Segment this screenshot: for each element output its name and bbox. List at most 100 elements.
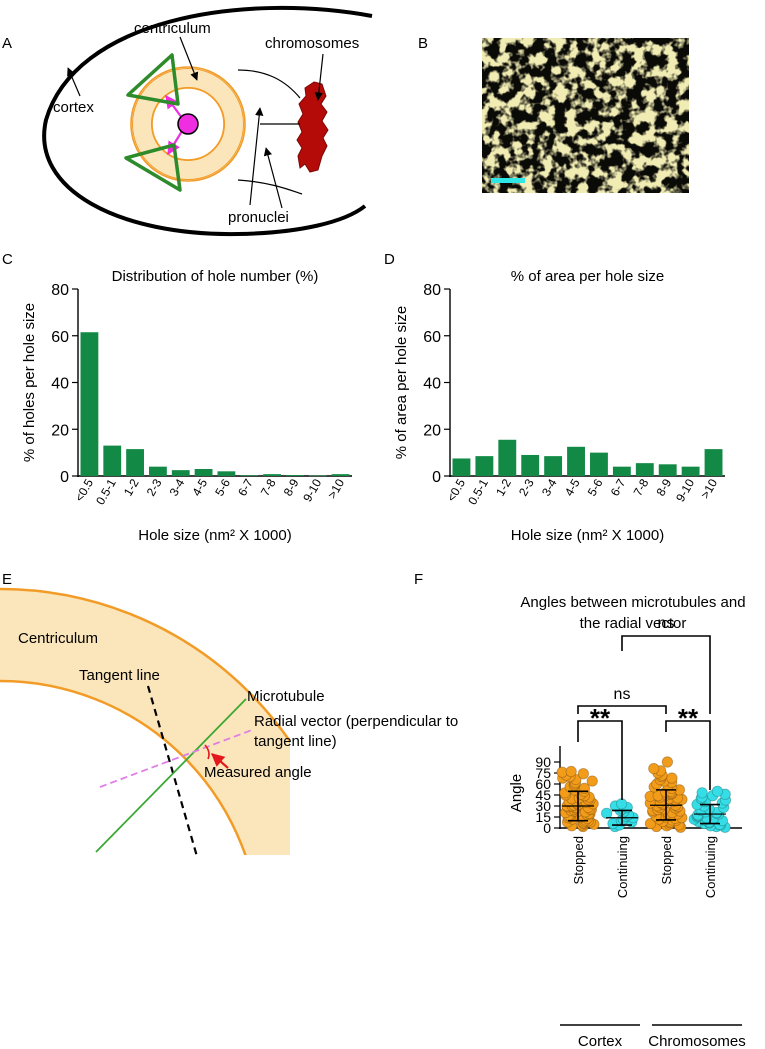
centriculum-inner-edge — [0, 679, 247, 855]
arrow-pronuclei-2 — [263, 147, 283, 209]
label-measured: Measured angle — [204, 764, 312, 781]
data-point — [616, 798, 628, 810]
panel-b-letter: B — [418, 35, 428, 52]
y-tick-label: 0 — [60, 469, 69, 486]
y-tick-label: 60 — [423, 329, 441, 346]
panel-f-letter: F — [414, 571, 423, 588]
label-radial-1: Radial vector (perpendicular to — [254, 713, 458, 730]
centriculum-ring-edge-inner — [151, 87, 225, 161]
y-tick-label: 30 — [535, 798, 551, 814]
y-tick-label: 80 — [423, 282, 441, 299]
y-tick-label: 40 — [423, 376, 441, 393]
panel-a-letter: A — [2, 35, 12, 52]
pronucleus-upper-outline — [237, 69, 301, 99]
panel-d-letter: D — [384, 251, 395, 268]
y-tick-label: 20 — [51, 422, 69, 439]
sig-bracket-stopped — [577, 705, 667, 714]
x-tick-label: 3-4 — [539, 476, 560, 498]
label-pronuclei-a: pronuclei — [228, 209, 289, 226]
centriculum-ring-fill — [133, 69, 243, 179]
label-tangent: Tangent line — [79, 667, 160, 684]
chart-title: % of area per hole size — [511, 268, 664, 285]
y-tick-label: 0 — [432, 469, 441, 486]
centrosome-center — [177, 113, 199, 135]
x-tick-label: 8-9 — [281, 476, 302, 498]
centriculum-ring-edge-outer — [130, 66, 246, 182]
x-tick-label: 3-4 — [167, 476, 188, 498]
bar — [452, 458, 471, 476]
y-tick-label: 45 — [535, 787, 551, 803]
x-tick-label: Stopped — [571, 836, 586, 884]
y-tick-label: 15 — [535, 809, 551, 825]
y-tick-label: 20 — [423, 422, 441, 439]
data-point — [648, 762, 660, 775]
chart-title: Distribution of hole number (%) — [112, 268, 319, 285]
x-axis-title: Hole size (nm² X 1000) — [511, 527, 664, 544]
chromosomes-shape — [296, 81, 329, 173]
data-point — [586, 775, 598, 787]
bar — [286, 475, 304, 476]
x-tick-label: 9-10 — [673, 476, 697, 504]
measured-angle-arrow — [211, 753, 229, 769]
bar — [263, 474, 281, 476]
label-microtubule: Microtubule — [247, 688, 325, 705]
y-axis-title: Angle — [508, 774, 525, 812]
y-tick-label: 90 — [535, 754, 551, 770]
label-radial-2: tangent line) — [254, 733, 337, 750]
bar — [498, 439, 517, 476]
arrow-centriculum-a — [179, 36, 199, 81]
bar — [544, 456, 563, 476]
sig-bracket-stopped-label: ns — [614, 686, 631, 703]
x-tick-label: >10 — [325, 476, 347, 501]
y-tick-label: 40 — [51, 376, 69, 393]
arrow-chromosomes-a — [314, 53, 324, 101]
data-point — [565, 765, 577, 778]
arrow-cortex-a — [67, 67, 81, 97]
panel-c-letter: C — [2, 251, 13, 268]
x-tick-label: 0.5-1 — [93, 476, 119, 507]
centriculum-band — [0, 589, 290, 855]
x-tick-label: 2-3 — [516, 476, 537, 498]
x-tick-label: 6-7 — [235, 476, 256, 498]
x-tick-label: Continuing — [615, 836, 630, 898]
data-point — [661, 756, 673, 768]
x-tick-label: 4-5 — [562, 476, 583, 498]
group-label: Chromosomes — [648, 1033, 746, 1049]
x-tick-label: 8-9 — [654, 476, 675, 498]
bar — [612, 466, 631, 476]
y-tick-label: 60 — [51, 329, 69, 346]
centrosome-arrow-up — [165, 94, 183, 119]
panel-d: D % of area per hole size020406080<0.50.… — [384, 251, 725, 544]
x-axis-title: Hole size (nm² X 1000) — [138, 527, 291, 544]
bar — [194, 468, 213, 476]
panel-b: B — [418, 35, 689, 193]
y-tick-label: 60 — [535, 776, 551, 792]
y-tick-label: 80 — [51, 282, 69, 299]
label-centriculum-a: centriculum — [134, 20, 211, 37]
x-tick-label: 0.5-1 — [465, 476, 491, 507]
bar — [521, 454, 540, 476]
data-point — [711, 785, 724, 797]
x-tick-label: 4-5 — [189, 476, 210, 498]
bar — [103, 445, 122, 476]
chart-d: % of area per hole size020406080<0.50.5-… — [393, 268, 725, 544]
sig-bracket-continuing — [621, 635, 711, 714]
x-tick-label: 1-2 — [121, 476, 142, 498]
sig-bracket-chromosomes-label: ** — [678, 703, 699, 733]
panel-f: F Angles between microtubules and the rad… — [414, 571, 746, 1049]
sig-bracket-cortex-label: ** — [590, 703, 611, 733]
bar — [331, 474, 350, 476]
sig-bracket-continuing-label: ns — [658, 615, 675, 632]
x-tick-label: 5-6 — [212, 476, 233, 498]
arrow-pronuclei-1 — [249, 107, 264, 206]
panel-a: A centriculum chromosomes cortex pronucl… — [2, 5, 373, 237]
chart-c: Distribution of hole number (%) 0 20 40 60 80… — [21, 268, 352, 544]
data-point — [666, 772, 678, 784]
bar — [171, 470, 190, 476]
data-point — [577, 768, 589, 780]
x-tick-label: >10 — [698, 476, 720, 501]
x-tick-label: 5-6 — [585, 476, 606, 498]
bar — [590, 452, 608, 476]
pronucleus-lower-outline — [237, 179, 303, 195]
bar — [149, 466, 167, 476]
